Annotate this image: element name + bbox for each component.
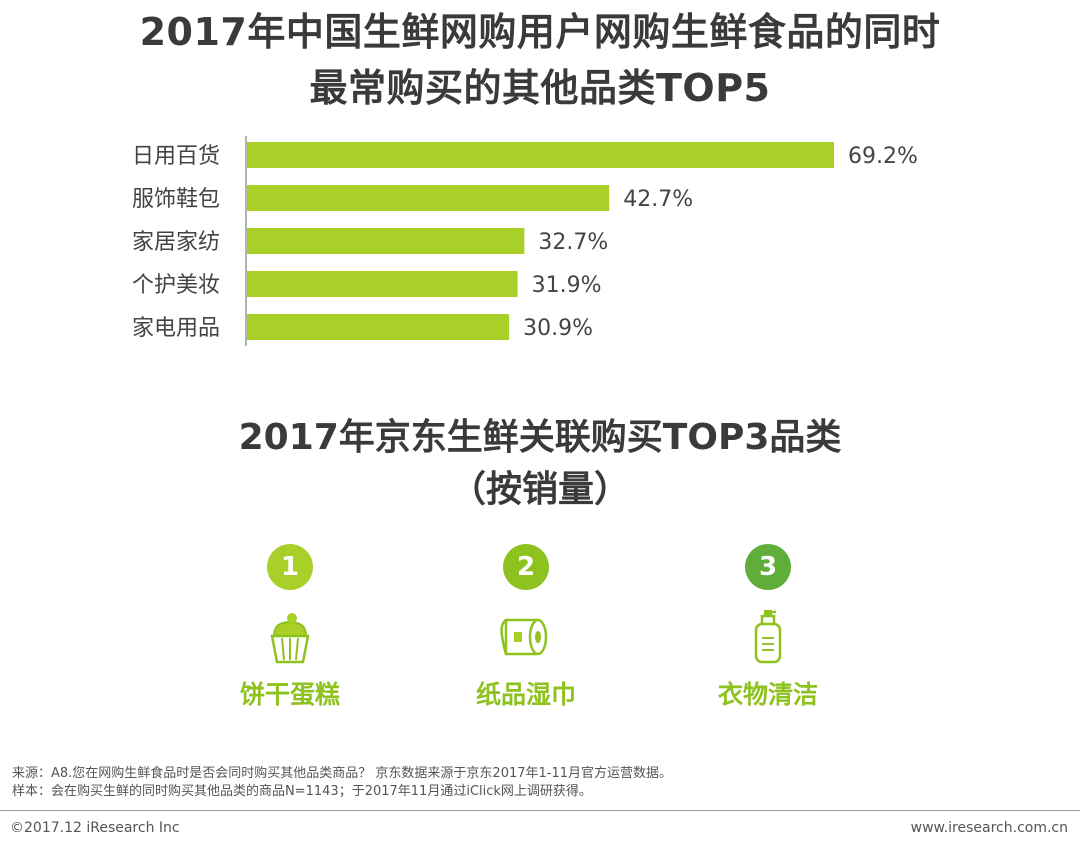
section2-title: 2017年京东生鲜关联购买TOP3品类 （按销量） [0, 412, 1080, 516]
value-label: 42.7% [623, 187, 693, 212]
rank-item-1: 1 饼干蛋糕 [190, 544, 390, 710]
category-label: 家电用品 [132, 316, 220, 341]
value-label: 30.9% [523, 316, 593, 341]
footnote-source: 来源：A8.您在网购生鲜食品时是否会同时购买其他品类商品？ 京东数据来源于京东2… [12, 766, 673, 781]
bar [247, 314, 510, 340]
section2-title-line2: （按销量） [449, 469, 630, 510]
bar [247, 185, 610, 211]
website-link[interactable]: www.iresearch.com.cn [910, 820, 1068, 836]
rank-badge-2: 2 [503, 544, 549, 590]
value-label: 32.7% [538, 230, 608, 255]
value-label: 69.2% [848, 144, 918, 169]
category-label: 个护美妆 [132, 273, 220, 298]
rank-label-1: 饼干蛋糕 [239, 680, 340, 709]
bar-chart: 日用百货 69.2% 服饰鞋包 42.7% 家居家纺 32.7% 个护美妆 31.9% 家电用品… [132, 136, 918, 346]
category-label: 日用百货 [132, 144, 220, 169]
cupcake-icon [270, 613, 310, 664]
rank-item-2: 2 纸品湿巾 [426, 544, 626, 710]
section2-title-line1: 2017年京东生鲜关联购买TOP3品类 [238, 417, 842, 458]
paper-roll-icon [500, 618, 548, 656]
value-label: 31.9% [532, 273, 602, 298]
rank-item-3: 3 衣物清洁 [668, 544, 868, 710]
rank-badge-3: 3 [745, 544, 791, 590]
copyright: ©2017.12 iResearch Inc [10, 820, 180, 836]
rank-label-3: 衣物清洁 [717, 680, 818, 709]
bar [247, 142, 834, 168]
rank-label-2: 纸品湿巾 [475, 680, 576, 709]
chart-title: 2017年中国生鲜网购用户网购生鲜食品的同时 最常购买的其他品类TOP5 [0, 4, 1080, 116]
bar [247, 228, 525, 254]
detergent-bottle-icon [754, 610, 782, 664]
rank-badge-1: 1 [267, 544, 313, 590]
chart-title-line1: 2017年中国生鲜网购用户网购生鲜食品的同时 [139, 10, 941, 54]
category-label: 家居家纺 [132, 230, 220, 255]
footer-divider [0, 810, 1080, 811]
bar [247, 271, 518, 297]
category-label: 服饰鞋包 [132, 187, 220, 212]
chart-title-line2: 最常购买的其他品类TOP5 [309, 66, 771, 110]
footnote-sample: 样本：会在购买生鲜的同时购买其他品类的商品N=1143；于2017年11月通过i… [12, 784, 592, 799]
